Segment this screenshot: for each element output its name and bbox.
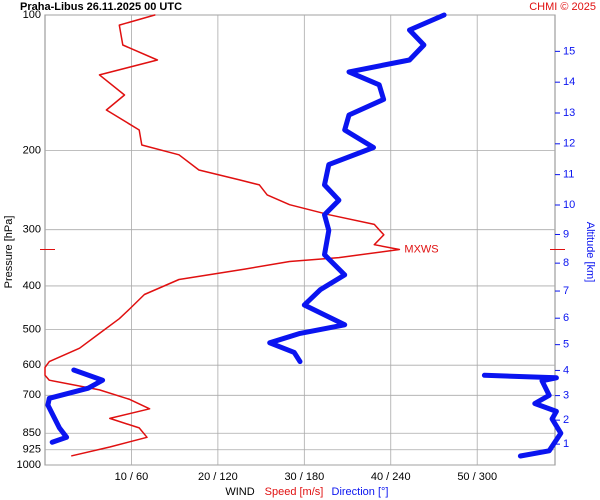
- y-tick-label: 100: [23, 9, 41, 21]
- x-tick-label: 50 / 300: [457, 471, 497, 483]
- y2-tick-label: 5: [563, 339, 569, 351]
- legend-direction: Direction [°]: [332, 486, 389, 498]
- y-tick-label: 400: [23, 280, 41, 292]
- y-tick-label: 850: [23, 427, 41, 439]
- y2-tick-label: 7: [563, 285, 569, 297]
- y-tick-label: 700: [23, 389, 41, 401]
- x-tick-label: 30 / 180: [284, 471, 324, 483]
- y2-tick-label: 9: [563, 228, 569, 240]
- y2-tick-label: 10: [563, 199, 575, 211]
- x-axis-label: WIND: [225, 486, 254, 498]
- direction-line: [45, 12, 564, 459]
- y-tick-label: 200: [23, 144, 41, 156]
- y2-tick-label: 8: [563, 257, 569, 269]
- y2-tick-label: 12: [563, 138, 575, 150]
- y2-tick-label: 1: [563, 438, 569, 450]
- y-tick-label: 500: [23, 323, 41, 335]
- chart-title: Praha-Libus 26.11.2025 00 UTC: [20, 1, 182, 13]
- y-axis-label: Pressure [hPa]: [3, 216, 15, 289]
- annotation: MXWS: [404, 243, 438, 255]
- y2-tick-label: 13: [563, 107, 575, 119]
- y2-tick-label: 14: [563, 76, 575, 88]
- y-tick-label: 1000: [17, 459, 41, 471]
- y2-tick-label: 4: [563, 364, 569, 376]
- y2-tick-label: 11: [563, 169, 574, 181]
- y2-axis-label: Altitude [km]: [584, 222, 596, 283]
- y-tick-label: 600: [23, 359, 41, 371]
- x-tick-label: 40 / 240: [371, 471, 411, 483]
- y2-tick-label: 3: [563, 390, 569, 402]
- y-tick-label: 300: [23, 224, 41, 236]
- y2-tick-label: 2: [563, 414, 569, 426]
- y-tick-label: 925: [23, 444, 41, 456]
- speed-line: [44, 14, 401, 457]
- y2-tick-label: 6: [563, 312, 569, 324]
- y2-tick-label: 15: [563, 45, 575, 57]
- x-tick-label: 20 / 120: [198, 471, 238, 483]
- legend-speed: Speed [m/s]: [265, 486, 324, 498]
- credit: CHMI © 2025: [529, 1, 596, 13]
- x-tick-label: 10 / 60: [115, 471, 149, 483]
